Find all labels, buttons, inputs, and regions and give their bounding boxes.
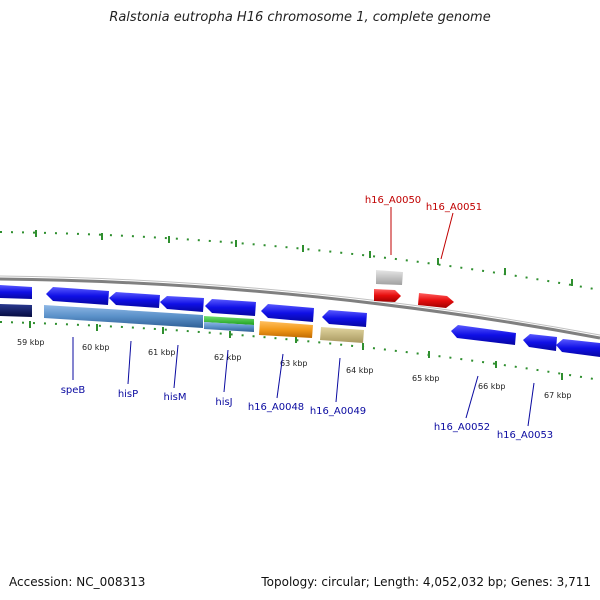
- gene-label-hisM[interactable]: hisM: [164, 392, 187, 403]
- chart-title: Ralstonia eutropha H16 chromosome 1, com…: [109, 10, 491, 25]
- kbp-label: 65 kbp: [412, 374, 440, 383]
- gene-label-hisP[interactable]: hisP: [118, 389, 138, 400]
- gene-arrow-partial-right[interactable]: [556, 339, 600, 357]
- reverse-gene-labels: speB hisP hisM hisJ h16_A0048 h16_A0049 …: [61, 385, 553, 441]
- forward-label-leaders: [390, 207, 454, 260]
- track-navy-segment: [0, 304, 32, 317]
- gene-label-h16_A0052[interactable]: h16_A0052: [434, 422, 490, 433]
- gene-arrow-h16_A0051[interactable]: [418, 293, 454, 308]
- kbp-label: 67 kbp: [544, 391, 572, 400]
- track-operon-segment: [44, 305, 203, 328]
- gene-arrow-partial[interactable]: [0, 285, 32, 299]
- gene-arrow-hisJ[interactable]: [205, 299, 256, 316]
- accession-text: Accession: NC_008313: [9, 575, 146, 589]
- kbp-label: 61 kbp: [148, 348, 176, 357]
- gene-label-hisJ[interactable]: hisJ: [215, 397, 232, 408]
- kbp-label: 64 kbp: [346, 366, 374, 375]
- genome-summary-text: Topology: circular; Length: 4,052,032 bp…: [261, 575, 591, 589]
- kbp-labels: 59 kbp 60 kbp 61 kbp 62 kbp 63 kbp 64 kb…: [17, 338, 572, 400]
- gene-label-speB[interactable]: speB: [61, 385, 86, 396]
- genome-backbone: [0, 277, 600, 340]
- gene-label-h16_A0053[interactable]: h16_A0053: [497, 430, 553, 441]
- kbp-label: 59 kbp: [17, 338, 45, 347]
- kbp-label: 60 kbp: [82, 343, 110, 352]
- gene-arrow-hisP[interactable]: [109, 292, 160, 308]
- gene-arrow-hisM[interactable]: [160, 296, 204, 312]
- inner-tick-ruler: [0, 321, 600, 381]
- gene-arrow-h16_A0052[interactable]: [451, 325, 516, 345]
- gene-arrow-h16_A0048[interactable]: [261, 304, 314, 322]
- gene-arrow-h16_A0049[interactable]: [322, 310, 367, 327]
- annotation-track: [0, 304, 364, 343]
- kbp-label: 63 kbp: [280, 359, 308, 368]
- gene-arrow-h16_A0053[interactable]: [523, 334, 557, 351]
- forward-strand-genes: [374, 270, 454, 308]
- track-amber-segment: [259, 321, 313, 338]
- gene-arrow-h16_A0050[interactable]: [374, 289, 401, 302]
- gene-arrow-speB[interactable]: [46, 287, 109, 305]
- kbp-label: 66 kbp: [478, 382, 506, 391]
- outer-tick-ruler: [0, 230, 600, 291]
- gene-label-h16_A0051[interactable]: h16_A0051: [426, 202, 482, 213]
- gene-label-h16_A0050[interactable]: h16_A0050: [365, 195, 421, 206]
- forward-gene-labels: h16_A0050 h16_A0051: [365, 195, 482, 213]
- reverse-strand-genes: [0, 285, 600, 357]
- reverse-label-leaders: [72, 337, 535, 427]
- track-khaki-segment: [320, 327, 364, 343]
- feature-h16_A0050-grey[interactable]: [376, 270, 403, 285]
- track-his-blue: [204, 322, 254, 332]
- gene-label-h16_A0049[interactable]: h16_A0049: [310, 406, 366, 417]
- gene-label-h16_A0048[interactable]: h16_A0048: [248, 402, 304, 413]
